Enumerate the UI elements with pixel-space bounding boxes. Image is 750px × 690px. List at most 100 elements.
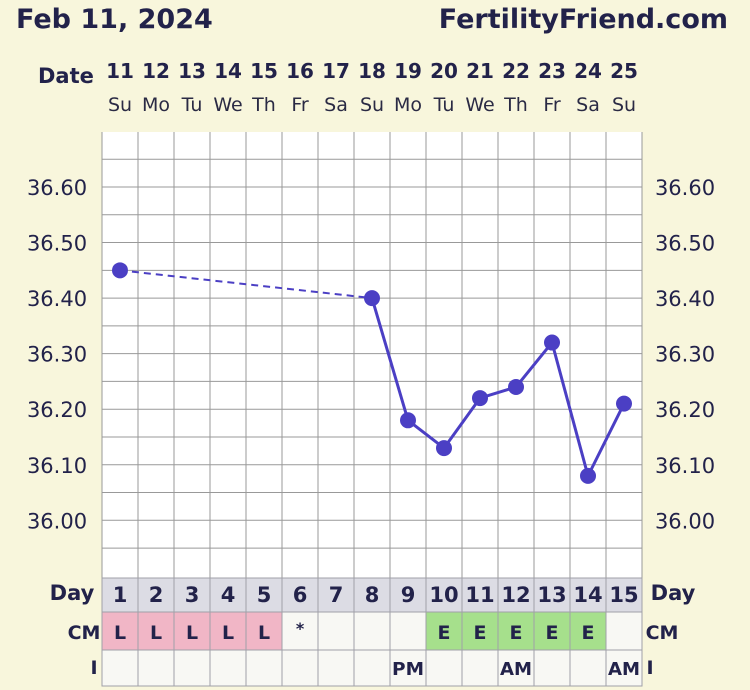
y-tick-label-right: 36.50 [655,232,715,256]
date-row-label: Date [38,64,94,88]
weekday-tick-label: Fr [291,94,309,116]
day-cell [389,577,427,613]
y-tick-label-left: 36.30 [27,343,87,367]
temperature-line-dashed [119,269,373,300]
date-tick-label: 14 [214,59,242,83]
intercourse-cell [101,649,139,687]
y-tick-label-right: 36.30 [655,343,715,367]
intercourse-cell [317,649,355,687]
intercourse-cell [605,649,643,687]
temperature-point [580,467,596,484]
intercourse-value: AM [608,659,640,680]
day-row-label-right: Day [651,581,696,605]
cycle-day-label: 1 [113,583,128,607]
date-tick-label: 16 [286,59,314,83]
cm-value: E [582,622,595,644]
weekday-tick-label: Su [612,94,636,116]
y-tick-label-left: 36.00 [27,509,87,533]
temperature-point [544,334,560,351]
date-tick-label: 13 [178,59,206,83]
weekday-tick-label: Fr [543,94,561,116]
date-tick-label: 17 [322,59,350,83]
intercourse-cell [353,649,391,687]
intercourse-cell [425,649,463,687]
date-tick-label: 24 [574,59,602,83]
cm-value: * [296,619,305,638]
cm-cell [605,611,643,651]
weekday-tick-label: Su [360,94,384,116]
y-tick-label-right: 36.10 [655,454,715,478]
y-tick-label-right: 36.40 [655,287,715,311]
intercourse-cell [209,649,247,687]
plot-area [102,132,642,578]
weekday-tick-label: Mo [394,94,422,116]
cm-row-label-right: CM [646,622,679,644]
cm-cell [389,611,427,651]
date-tick-label: 12 [142,59,170,83]
cm-cell [425,611,463,651]
date-tick-label: 21 [466,59,494,83]
cycle-day-label: 6 [293,583,308,607]
cycle-day-label: 9 [401,583,416,607]
y-tick-label-right: 36.60 [655,176,715,200]
y-tick-label-left: 36.50 [27,232,87,256]
day-cell [281,577,319,613]
date-tick-label: 19 [394,59,422,83]
weekday-tick-label: Tu [181,94,203,116]
i-row-label-right: I [646,657,653,679]
cm-value: E [546,622,559,644]
day-cell [173,577,211,613]
cm-cell [569,611,607,651]
cycle-day-label: 11 [465,583,494,607]
cm-cell [533,611,571,651]
y-tick-label-left: 36.10 [27,454,87,478]
cm-value: L [222,622,234,644]
cm-cell [353,611,391,651]
intercourse-cell [389,649,427,687]
date-tick-label: 11 [106,59,134,83]
intercourse-cell [173,649,211,687]
cm-value: L [150,622,162,644]
cm-row-label-left: CM [68,622,101,644]
y-tick-label-right: 36.00 [655,509,715,533]
cm-cell [317,611,355,651]
temperature-point [400,412,416,429]
cycle-day-label: 7 [329,583,344,607]
site-title[interactable]: FertilityFriend.com [438,4,728,35]
intercourse-cell [281,649,319,687]
y-tick-label-right: 36.20 [655,398,715,422]
weekday-tick-label: Tu [433,94,455,116]
date-tick-label: 25 [610,59,638,83]
temperature-point [472,390,488,407]
weekday-tick-label: Mo [142,94,170,116]
day-cell [353,577,391,613]
cycle-day-label: 4 [221,583,236,607]
cycle-day-label: 15 [609,583,638,607]
cycle-day-label: 2 [149,583,164,607]
y-tick-label-left: 36.40 [27,287,87,311]
day-cell [605,577,643,613]
temperature-point [364,290,380,307]
date-tick-label: 23 [538,59,566,83]
temperature-point [616,395,632,412]
cm-cell [497,611,535,651]
weekday-tick-label: Sa [576,94,600,116]
intercourse-cell [497,649,535,687]
temperature-point [508,378,524,395]
intercourse-cell [245,649,283,687]
intercourse-cell [569,649,607,687]
temperature-point [436,440,452,457]
date-tick-label: 22 [502,59,530,83]
weekday-tick-label: We [465,94,494,116]
cycle-day-label: 13 [537,583,566,607]
day-row-label-left: Day [50,581,95,605]
cycle-day-label: 3 [185,583,200,607]
intercourse-cell [533,649,571,687]
y-tick-label-left: 36.60 [27,176,87,200]
cm-value: L [186,622,198,644]
cm-value: E [510,622,523,644]
cycle-day-label: 5 [257,583,272,607]
cycle-day-label: 14 [573,583,602,607]
cm-value: L [258,622,270,644]
